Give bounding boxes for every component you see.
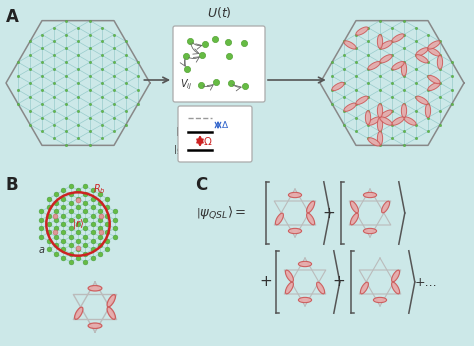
Ellipse shape bbox=[380, 55, 392, 63]
Text: $|r\rangle$: $|r\rangle$ bbox=[72, 217, 84, 231]
Ellipse shape bbox=[344, 41, 356, 49]
Ellipse shape bbox=[288, 192, 301, 198]
Ellipse shape bbox=[107, 295, 116, 307]
Ellipse shape bbox=[285, 282, 293, 294]
Ellipse shape bbox=[377, 35, 383, 48]
Ellipse shape bbox=[299, 261, 311, 267]
Ellipse shape bbox=[317, 282, 325, 294]
Ellipse shape bbox=[285, 270, 293, 282]
Ellipse shape bbox=[377, 104, 383, 118]
Ellipse shape bbox=[416, 48, 428, 56]
Text: $U(t)$: $U(t)$ bbox=[207, 5, 231, 20]
Ellipse shape bbox=[438, 55, 443, 69]
Ellipse shape bbox=[275, 213, 283, 225]
Text: $\Delta$: $\Delta$ bbox=[221, 119, 229, 130]
Ellipse shape bbox=[382, 201, 390, 213]
Ellipse shape bbox=[425, 104, 430, 118]
Ellipse shape bbox=[365, 111, 371, 125]
Ellipse shape bbox=[332, 82, 344, 91]
Text: $\left|\psi_{QSL}\right\rangle =$: $\left|\psi_{QSL}\right\rangle =$ bbox=[196, 204, 246, 221]
Ellipse shape bbox=[88, 285, 102, 291]
FancyBboxPatch shape bbox=[173, 26, 265, 102]
Ellipse shape bbox=[428, 75, 440, 84]
Ellipse shape bbox=[88, 323, 102, 328]
Ellipse shape bbox=[307, 201, 315, 213]
Text: $|g\rangle$: $|g\rangle$ bbox=[173, 144, 186, 156]
Ellipse shape bbox=[364, 192, 377, 198]
Ellipse shape bbox=[368, 117, 380, 125]
Text: +: + bbox=[260, 274, 273, 290]
Ellipse shape bbox=[350, 213, 358, 225]
Ellipse shape bbox=[356, 27, 368, 35]
Text: +...: +... bbox=[414, 275, 437, 289]
Ellipse shape bbox=[307, 213, 315, 225]
Ellipse shape bbox=[428, 82, 440, 91]
Ellipse shape bbox=[350, 201, 358, 213]
Ellipse shape bbox=[360, 282, 368, 294]
Ellipse shape bbox=[380, 117, 392, 125]
Ellipse shape bbox=[107, 307, 116, 319]
Ellipse shape bbox=[392, 270, 400, 282]
Ellipse shape bbox=[401, 62, 407, 76]
Ellipse shape bbox=[404, 117, 416, 125]
Text: A: A bbox=[6, 8, 19, 26]
Ellipse shape bbox=[392, 117, 404, 125]
Ellipse shape bbox=[374, 297, 387, 303]
Ellipse shape bbox=[392, 34, 404, 42]
Ellipse shape bbox=[377, 131, 383, 145]
FancyBboxPatch shape bbox=[178, 106, 252, 162]
Ellipse shape bbox=[74, 307, 83, 319]
Ellipse shape bbox=[380, 41, 392, 49]
Ellipse shape bbox=[299, 297, 311, 303]
Text: C: C bbox=[195, 176, 207, 194]
Ellipse shape bbox=[368, 138, 380, 146]
Ellipse shape bbox=[401, 104, 407, 118]
Text: $V_{ij}$: $V_{ij}$ bbox=[180, 78, 192, 92]
Ellipse shape bbox=[377, 118, 383, 131]
Ellipse shape bbox=[380, 110, 392, 118]
Ellipse shape bbox=[364, 228, 377, 234]
Text: $|r\rangle$: $|r\rangle$ bbox=[174, 126, 186, 138]
Ellipse shape bbox=[416, 55, 428, 63]
Text: +: + bbox=[323, 206, 336, 220]
Text: $\Omega$: $\Omega$ bbox=[203, 135, 212, 147]
Ellipse shape bbox=[368, 62, 380, 70]
Ellipse shape bbox=[428, 41, 440, 49]
Ellipse shape bbox=[428, 48, 440, 56]
Ellipse shape bbox=[416, 96, 428, 104]
Ellipse shape bbox=[392, 62, 404, 70]
Ellipse shape bbox=[392, 282, 400, 294]
Text: $R_b$: $R_b$ bbox=[93, 182, 106, 196]
Text: +: + bbox=[333, 274, 346, 290]
Ellipse shape bbox=[288, 228, 301, 234]
Text: B: B bbox=[6, 176, 18, 194]
Ellipse shape bbox=[356, 96, 368, 104]
Ellipse shape bbox=[344, 103, 356, 111]
Text: $a$: $a$ bbox=[38, 245, 46, 255]
